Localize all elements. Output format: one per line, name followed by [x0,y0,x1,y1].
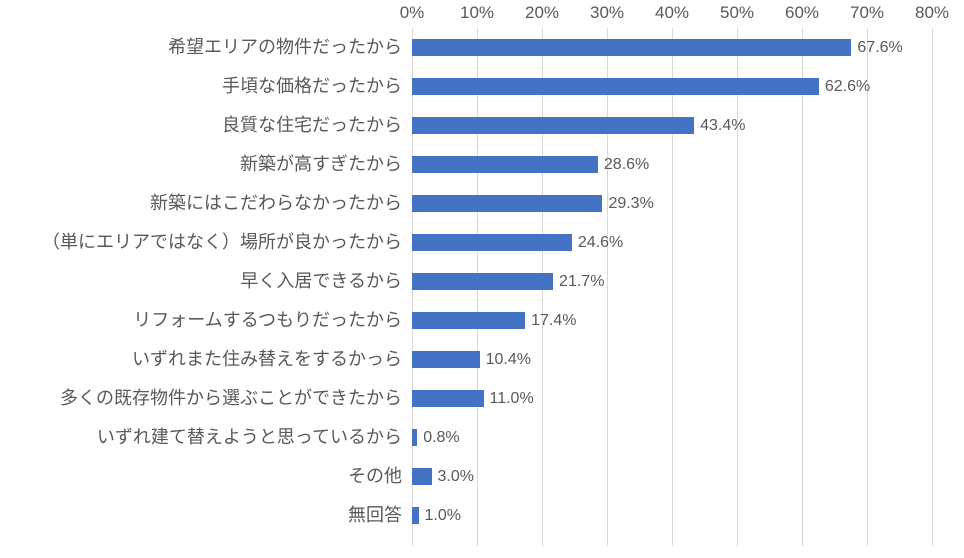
bar-value-label: 17.4% [531,312,577,329]
gridline [672,28,673,546]
bar-and-value: 1.0% [412,507,461,524]
bar-value-label: 67.6% [857,39,903,56]
bar[interactable] [412,273,554,290]
bar-and-value: 10.4% [412,351,531,368]
bar-and-value: 28.6% [412,156,649,173]
bar-and-value: 43.4% [412,117,745,134]
bar-and-value: 17.4% [412,312,576,329]
gridline [867,28,868,546]
bar-row: 希望エリアの物件だったから 67.6% [168,28,932,67]
bar[interactable] [412,429,418,446]
category-label: 無回答 [348,505,402,525]
category-label: （単にエリアではなく）場所が良かったから [42,232,402,252]
bar-value-label: 24.6% [577,234,624,251]
bar-value-label: 21.7% [559,273,605,290]
bar-rows: 希望エリアの物件だったから 67.6% 手頃な価格だったから 62.6% 良質な住宅だっ… [42,28,932,546]
category-label: 新築が高すぎたから [240,154,402,174]
category-label: 良質な住宅だったから [222,115,402,135]
x-tick-label: 60% [784,3,820,22]
bar-and-value: 21.7% [412,273,604,290]
bar[interactable] [412,39,852,56]
bar-row: リフォームするつもりだったから 17.4% [133,301,932,340]
category-label: 手頃な価格だったから [222,76,402,96]
gridline [737,28,738,546]
bar-row: （単にエリアではなく）場所が良かったから 24.6% [42,223,932,262]
bar-row: 新築にはこだわらなかったから 29.3% [150,184,932,223]
bar-row: 早く入居できるから 21.7% [240,262,932,301]
bar-value-label: 29.3% [608,195,654,212]
bar-value-label: 10.4% [485,351,531,368]
bar-value-label: 3.0% [437,468,474,485]
bar[interactable] [412,156,598,173]
bar-value-label: 28.6% [603,156,650,173]
bar-and-value: 24.6% [412,234,623,251]
bar-and-value: 62.6% [412,78,870,95]
bar-row: いずれ建て替えようと思っているから 0.8% [97,418,932,457]
bar[interactable] [412,117,695,134]
category-label: 多くの既存物件から選ぶことができたから [60,388,402,408]
bar-row: いずれまた住み替えをするかっら 10.4% [132,340,932,379]
plot-area: 希望エリアの物件だったから 67.6% 手頃な価格だったから 62.6% 良質な住宅だっ… [42,28,933,546]
x-tick-label: 40% [654,3,690,22]
bar[interactable] [412,468,432,485]
bar-row: 多くの既存物件から選ぶことができたから 11.0% [60,379,932,418]
bar-value-label: 0.8% [423,429,460,446]
bar-row: 新築が高すぎたから 28.6% [240,145,932,184]
x-tick-label: 20% [524,3,560,22]
bar-and-value: 3.0% [412,468,474,485]
bar[interactable] [412,312,526,329]
x-tick-label: 70% [849,3,885,22]
category-label: いずれ建て替えようと思っているから [96,427,402,447]
category-label: リフォームするつもりだったから [133,310,402,330]
bar-and-value: 29.3% [412,195,654,212]
bar-and-value: 0.8% [412,429,460,446]
bar[interactable] [412,507,419,524]
gridline [802,28,803,546]
x-tick-label: 50% [719,3,755,22]
bar-value-label: 43.4% [700,117,746,134]
category-label: 早く入居できるから [240,271,402,291]
category-label: 新築にはこだわらなかったから [150,193,402,213]
bar[interactable] [412,390,484,407]
gridline [607,28,608,546]
x-axis-tick-labels: 0% 10% 20% 30% 40% 50% 60% 70% 80% [0,0,964,26]
bar-row: 手頃な価格だったから 62.6% [222,67,932,106]
bar-value-label: 11.0% [489,390,534,407]
category-label: いずれまた住み替えをするかっら [132,349,402,369]
bar-value-label: 1.0% [424,507,461,524]
bar[interactable] [412,351,480,368]
x-tick-label: 30% [589,3,625,22]
bar-value-label: 62.6% [824,78,871,95]
x-tick-label: 0% [399,3,425,22]
bar-and-value: 11.0% [412,390,534,407]
x-tick-label: 80% [914,3,950,22]
bar-row: その他 3.0% [348,457,932,496]
bar-and-value: 67.6% [412,39,903,56]
gridline [932,28,933,546]
bar[interactable] [412,234,572,251]
bar[interactable] [412,195,603,212]
category-label: 希望エリアの物件だったから [168,37,402,57]
x-tick-label: 10% [459,3,495,22]
bar[interactable] [412,78,819,95]
category-label: その他 [348,466,402,486]
bar-row: 良質な住宅だったから 43.4% [222,106,932,145]
bar-row: 無回答 1.0% [348,496,932,535]
